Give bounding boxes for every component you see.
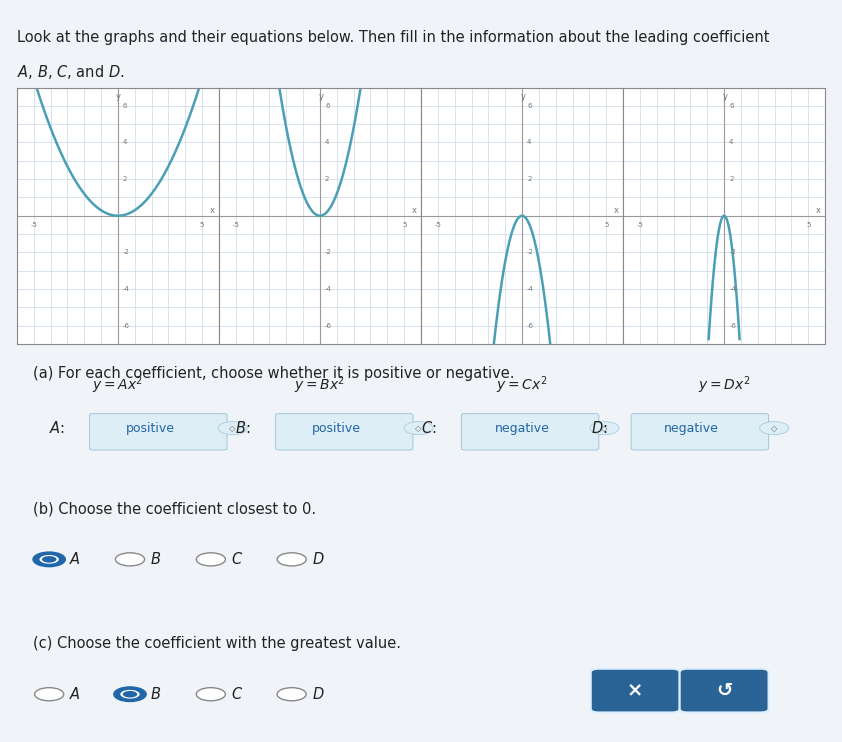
Text: -6: -6 [123,323,130,329]
Text: Look at the graphs and their equations below. Then fill in the information about: Look at the graphs and their equations b… [17,30,770,45]
Circle shape [123,691,137,697]
Text: negative: negative [494,421,550,435]
Text: $\mathit{A}$, $\mathit{B}$, $\mathit{C}$, and $\mathit{D}$.: $\mathit{A}$, $\mathit{B}$, $\mathit{C}$… [17,63,125,81]
Circle shape [35,688,64,700]
Text: 6: 6 [325,103,329,109]
Text: ×: × [627,681,643,700]
Text: $\mathit{C}$: $\mathit{C}$ [231,551,243,568]
Text: $\mathit{C}$:: $\mathit{C}$: [421,420,436,436]
FancyBboxPatch shape [632,413,769,450]
Text: -2: -2 [325,249,332,255]
Circle shape [115,553,145,566]
Text: $\mathit{D}$: $\mathit{D}$ [312,551,324,568]
Text: 2: 2 [325,176,329,182]
Text: -5: -5 [637,222,643,229]
Circle shape [404,421,433,435]
Text: negative: negative [664,421,719,435]
Text: -5: -5 [232,222,239,229]
Circle shape [277,688,306,700]
Text: $y=Ax^2$: $y=Ax^2$ [93,375,143,396]
Circle shape [114,687,147,701]
Text: 5: 5 [200,222,205,229]
Text: -5: -5 [30,222,37,229]
Text: x: x [816,206,821,214]
Text: $y=Cx^2$: $y=Cx^2$ [497,375,547,396]
Circle shape [196,688,226,700]
Circle shape [40,555,59,564]
Text: $\mathit{A}$: $\mathit{A}$ [69,686,81,702]
Text: $\mathit{C}$: $\mathit{C}$ [231,686,243,702]
Text: 2: 2 [527,176,531,182]
Text: 5: 5 [806,222,811,229]
FancyBboxPatch shape [461,413,599,450]
Circle shape [120,690,140,699]
Text: -6: -6 [527,323,534,329]
Text: 4: 4 [729,139,733,145]
Text: $\mathit{B}$: $\mathit{B}$ [150,686,162,702]
Text: $y=Dx^2$: $y=Dx^2$ [698,375,750,396]
Text: 6: 6 [527,103,531,109]
Text: $\mathit{D}$: $\mathit{D}$ [312,686,324,702]
Text: -6: -6 [729,323,736,329]
Text: -2: -2 [123,249,130,255]
Text: y: y [722,92,727,101]
Text: -5: -5 [434,222,441,229]
Text: $\mathit{A}$:: $\mathit{A}$: [49,420,65,436]
Text: x: x [412,206,417,214]
Text: -4: -4 [123,286,130,292]
Text: $\mathit{D}$:: $\mathit{D}$: [591,420,607,436]
Text: $\mathit{B}$: $\mathit{B}$ [150,551,162,568]
Text: positive: positive [125,421,174,435]
Text: (a) For each coefficient, choose whether it is positive or negative.: (a) For each coefficient, choose whether… [33,367,514,381]
FancyBboxPatch shape [591,669,679,712]
Text: 4: 4 [123,139,127,145]
Text: (b) Choose the coefficient closest to 0.: (b) Choose the coefficient closest to 0. [33,501,316,516]
Text: positive: positive [312,421,360,435]
Text: (c) Choose the coefficient with the greatest value.: (c) Choose the coefficient with the grea… [33,636,401,651]
Text: x: x [210,206,215,214]
Text: x: x [614,206,619,214]
Text: ◇: ◇ [229,424,236,433]
Text: 5: 5 [604,222,609,229]
Text: y: y [520,92,525,101]
Text: 6: 6 [729,103,733,109]
Text: 4: 4 [527,139,531,145]
Text: -4: -4 [729,286,736,292]
Text: ↺: ↺ [716,681,733,700]
Text: ◇: ◇ [771,424,777,433]
Text: 2: 2 [123,176,127,182]
Text: $y=Bx^2$: $y=Bx^2$ [295,375,345,396]
Text: -4: -4 [325,286,332,292]
Text: ◇: ◇ [601,424,608,433]
FancyBboxPatch shape [679,669,769,712]
Circle shape [590,421,619,435]
Text: $\mathit{B}$:: $\mathit{B}$: [235,420,250,436]
Text: 5: 5 [402,222,407,229]
Text: 2: 2 [729,176,733,182]
Circle shape [759,421,789,435]
Circle shape [196,553,226,566]
Text: -6: -6 [325,323,332,329]
Text: $\mathit{A}$: $\mathit{A}$ [69,551,81,568]
Text: 6: 6 [123,103,127,109]
Text: y: y [116,92,121,101]
Text: -2: -2 [527,249,534,255]
Text: y: y [318,92,323,101]
Circle shape [33,552,66,567]
Text: 4: 4 [325,139,329,145]
Text: -4: -4 [527,286,534,292]
Circle shape [218,421,248,435]
Text: -2: -2 [729,249,736,255]
FancyBboxPatch shape [275,413,413,450]
Circle shape [42,556,56,562]
Circle shape [277,553,306,566]
Text: ◇: ◇ [415,424,422,433]
FancyBboxPatch shape [89,413,227,450]
